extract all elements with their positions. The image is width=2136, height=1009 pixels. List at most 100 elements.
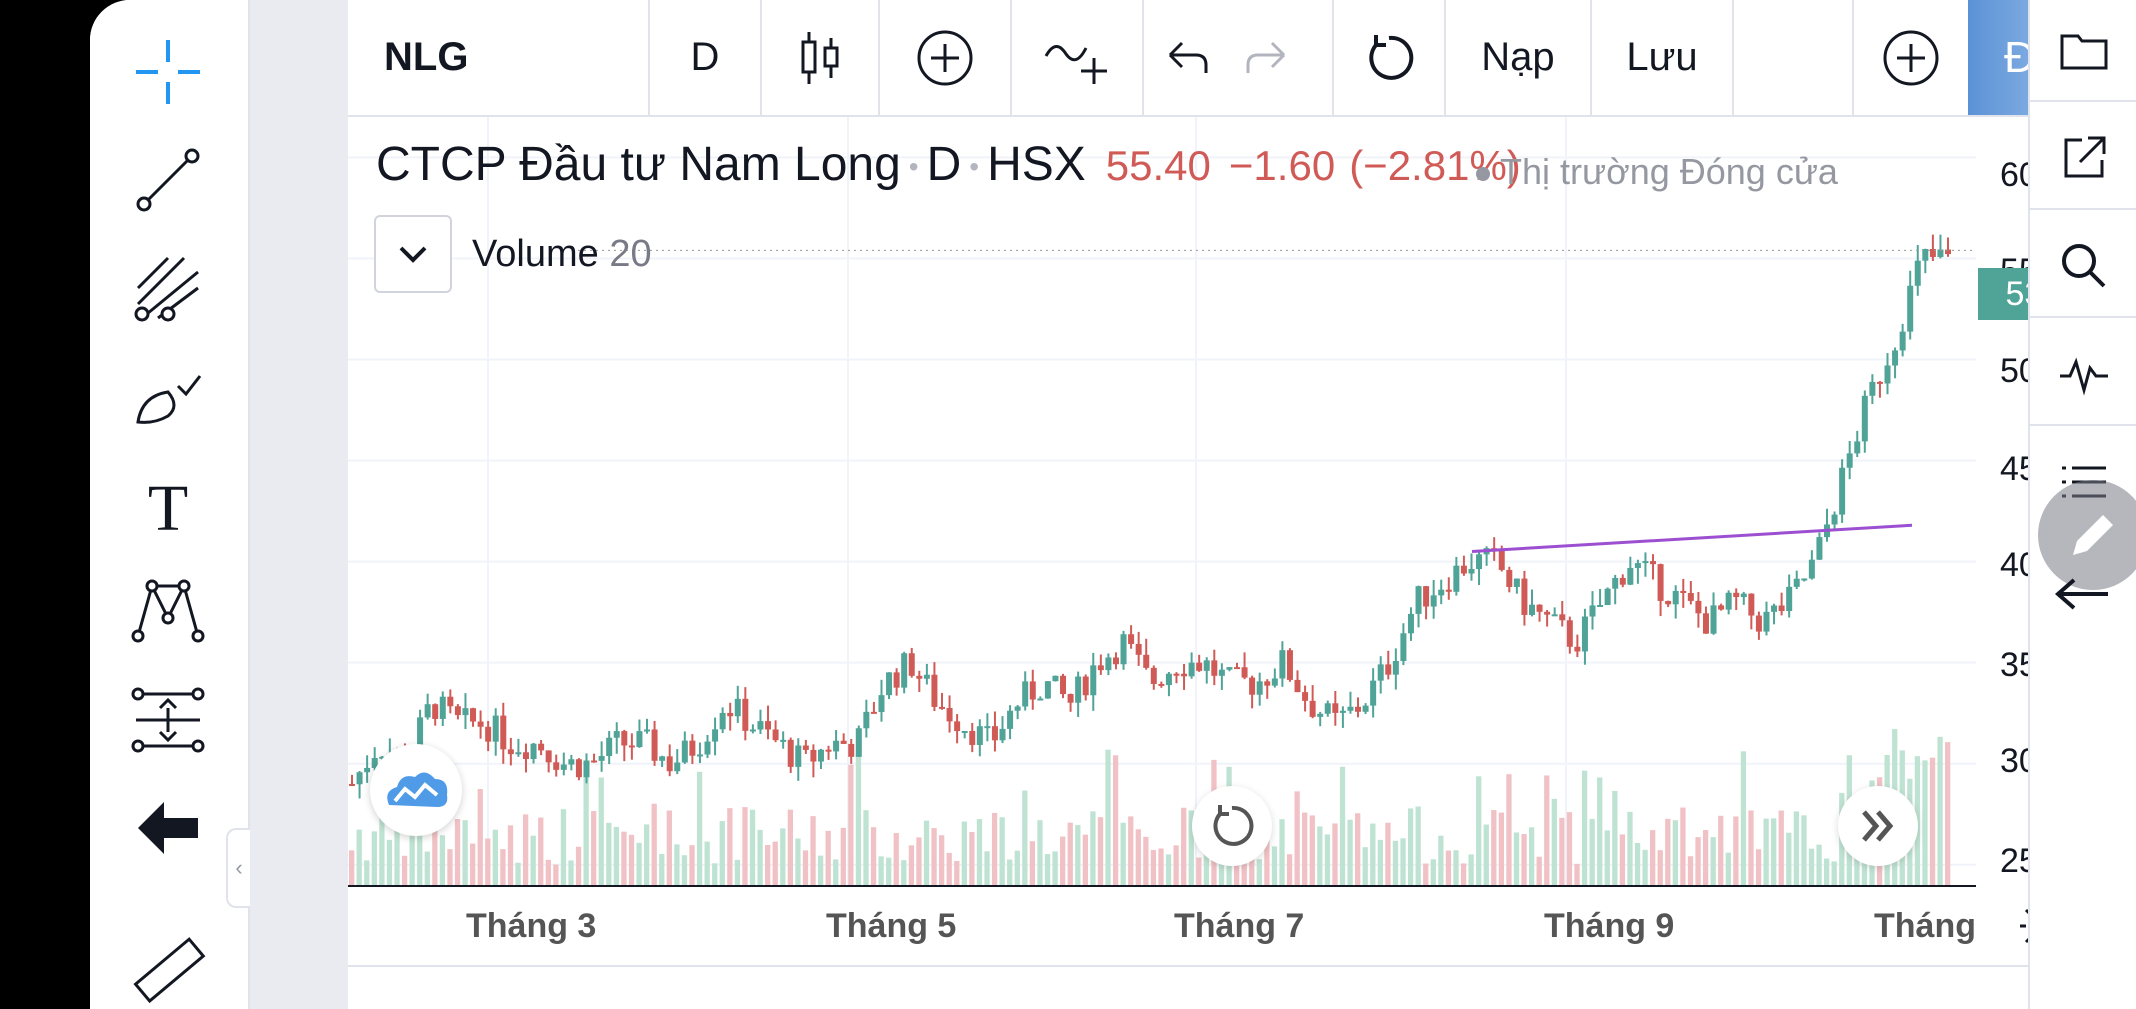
candle-body	[1718, 605, 1725, 610]
measure-tool[interactable]	[118, 680, 218, 760]
volume-collapse-button[interactable]	[374, 215, 452, 293]
interval-button[interactable]: D	[650, 0, 760, 115]
candle-body	[1884, 365, 1891, 384]
volume-bar	[1355, 813, 1361, 885]
volume-bar	[893, 833, 899, 885]
candle-body	[1445, 589, 1452, 592]
drawing-toolbar: T	[90, 0, 248, 1009]
indicators-icon	[1044, 44, 1107, 84]
candle-body	[1801, 578, 1808, 581]
volume-bar	[1264, 824, 1270, 885]
candle-body	[643, 729, 650, 732]
indicators-button[interactable]	[1012, 0, 1142, 115]
volume-bar	[1476, 776, 1482, 885]
volume-bar	[1158, 848, 1164, 885]
price-chart[interactable]	[348, 117, 1976, 885]
open-layout-button[interactable]	[2030, 0, 2136, 102]
volume-bar	[946, 852, 952, 885]
popout-button[interactable]	[2030, 108, 2136, 210]
volume-bar	[394, 805, 400, 885]
candle-body	[704, 741, 711, 755]
crosshair-tool[interactable]	[118, 32, 218, 112]
candle-body	[1415, 586, 1422, 614]
volume-bar	[1324, 834, 1331, 885]
legend-separator: •	[969, 151, 980, 183]
volume-bar	[780, 828, 786, 885]
pattern-tool[interactable]	[118, 570, 218, 650]
legend-interval: D	[926, 138, 962, 191]
volume-bar	[1771, 818, 1777, 885]
trend-line	[1471, 523, 1913, 554]
volume-bar	[908, 845, 915, 885]
volume-bar	[507, 825, 514, 885]
back-tool[interactable]	[118, 788, 218, 868]
logo-icon	[387, 772, 448, 807]
volume-bar	[689, 845, 695, 885]
reset-chart-button[interactable]	[1192, 786, 1272, 866]
volume-bar	[1339, 766, 1346, 885]
volume-bar	[1309, 815, 1315, 885]
load-button[interactable]: Nạp	[1446, 0, 1590, 115]
volume-bar	[643, 824, 650, 885]
symbol-search-button[interactable]: NLG	[348, 0, 648, 115]
volume-bar	[1740, 751, 1747, 885]
candle-body	[628, 745, 635, 748]
fib-tool[interactable]	[118, 248, 218, 328]
candle-body	[560, 764, 567, 770]
redo-button[interactable]	[1224, 0, 1310, 115]
ruler-tool[interactable]	[118, 930, 218, 1009]
candle-body	[613, 731, 620, 738]
candle-body	[1264, 681, 1271, 686]
candle-body	[1786, 586, 1793, 611]
volume-bar	[349, 850, 355, 885]
volume-bar	[1544, 775, 1550, 885]
chevron-left-icon: ‹	[235, 855, 243, 880]
volume-bar	[954, 860, 960, 885]
logo-button[interactable]	[370, 744, 462, 836]
volume-bar	[1271, 846, 1278, 885]
time-axis[interactable]: Tháng 3 Tháng 5 Tháng 7 Tháng 9 Tháng	[348, 885, 1976, 967]
trend-line-tool[interactable]	[118, 140, 218, 220]
candle-body	[1430, 595, 1437, 607]
candle-body	[765, 721, 772, 730]
scroll-to-realtime-button[interactable]	[1838, 786, 1918, 866]
company-name: CTCP Đầu tư Nam Long	[376, 138, 901, 191]
candle-body	[1816, 537, 1823, 560]
candle-body	[1808, 559, 1815, 579]
volume-bar	[1188, 810, 1194, 885]
text-tool[interactable]: T	[118, 464, 218, 544]
candle-body	[1082, 676, 1089, 696]
data-window-button[interactable]	[2030, 324, 2136, 426]
save-button[interactable]: Lưu	[1592, 0, 1732, 115]
volume-bar	[477, 788, 483, 885]
volume-bar	[787, 809, 794, 885]
volume-bar	[1718, 815, 1724, 885]
volume-bar	[530, 835, 536, 885]
candle-body	[356, 772, 363, 785]
candle-body	[757, 721, 764, 730]
candle-body	[1597, 605, 1604, 608]
volume-bar	[1014, 850, 1020, 885]
reload-button[interactable]	[1334, 0, 1444, 115]
candle-body	[1854, 441, 1861, 454]
chart-pane[interactable]: CTCP Đầu tư Nam Long • D • HSX 55.40 −1.60 (−2.…	[348, 117, 1976, 885]
volume-bar	[1786, 832, 1792, 885]
edit-fab-button[interactable]	[2038, 480, 2136, 590]
brush-tool[interactable]	[118, 356, 218, 436]
chart-type-button[interactable]	[762, 0, 878, 115]
add-chart-button[interactable]	[1854, 0, 1968, 115]
double-chevron-right-icon	[1862, 810, 1894, 842]
candle-body	[727, 712, 734, 717]
undo-button[interactable]	[1144, 0, 1230, 115]
candle-body	[976, 726, 983, 745]
compare-button[interactable]	[880, 0, 1010, 115]
candle-body	[1211, 660, 1218, 676]
volume-bar	[1090, 811, 1096, 885]
search-button[interactable]	[2030, 216, 2136, 318]
volume-bar	[1929, 757, 1936, 885]
legend-exchange: HSX	[987, 138, 1086, 191]
collapse-toolbar-button[interactable]: ‹	[226, 828, 250, 908]
volume-bar	[1491, 810, 1497, 885]
volume-bar	[1029, 841, 1036, 885]
candle-body	[1203, 660, 1210, 671]
